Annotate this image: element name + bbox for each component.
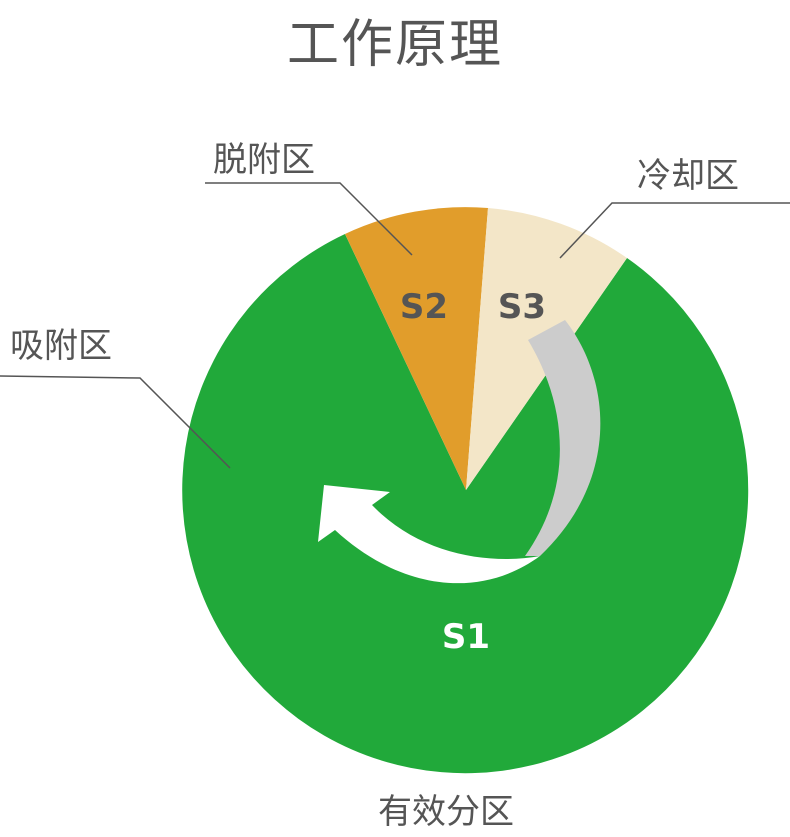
segment-s3-label: S3	[498, 287, 546, 327]
return-arrow-icon	[525, 320, 601, 556]
segment-s2-label: S2	[400, 287, 448, 327]
desorption-zone-label: 脱附区	[213, 140, 315, 180]
rotation-arrow-icon	[318, 485, 540, 584]
desorption-sector-s2	[345, 207, 488, 490]
adsorption-sector-s1	[182, 234, 749, 774]
adsorption-leader-line	[0, 375, 231, 469]
adsorption-zone-label: 吸附区	[10, 326, 112, 366]
segment-s1-label: S1	[442, 617, 490, 657]
cooling-leader-line	[559, 202, 790, 259]
effective-zone-label: 有效分区	[378, 792, 514, 832]
cooling-zone-label: 冷却区	[637, 156, 739, 196]
page-title: 工作原理	[286, 15, 503, 75]
desorption-leader-line	[205, 182, 413, 256]
